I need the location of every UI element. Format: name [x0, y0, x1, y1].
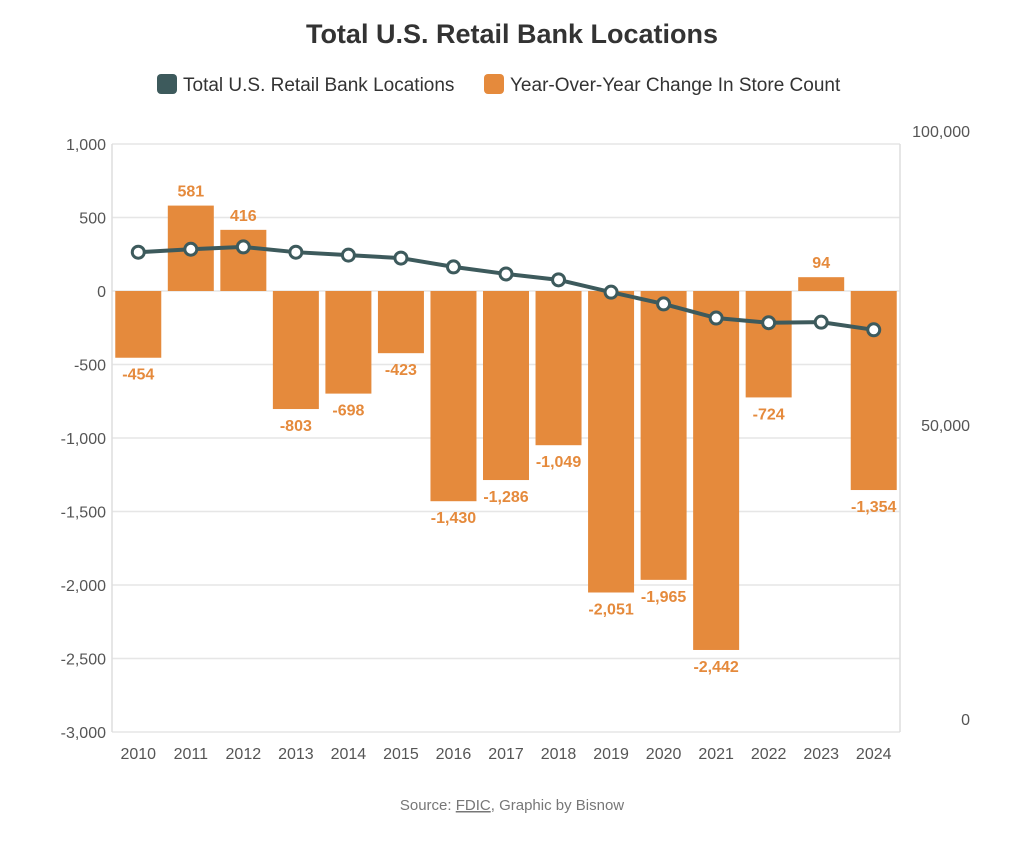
x-tick-label: 2017 — [488, 746, 524, 763]
x-tick-label: 2012 — [226, 746, 262, 763]
x-tick-label: 2014 — [331, 746, 367, 763]
line-point-2012 — [235, 239, 251, 255]
line-point-2014 — [340, 247, 356, 263]
chart-title: Total U.S. Retail Bank Locations — [306, 19, 718, 49]
legend-swatch-bar — [484, 74, 504, 94]
data-label-2015: -423 — [385, 362, 417, 379]
legend: Total U.S. Retail Bank Locations Year-Ov… — [157, 74, 841, 96]
bar-2023 — [798, 277, 845, 291]
x-tick-label: 2016 — [436, 746, 472, 763]
source-suffix: , Graphic by Bisnow — [491, 797, 625, 814]
x-tick-label: 2022 — [751, 746, 787, 763]
data-label-2013: -803 — [280, 418, 312, 435]
x-tick-label: 2010 — [120, 746, 156, 763]
line-point-2021 — [708, 310, 724, 326]
x-tick-label: 2013 — [278, 746, 314, 763]
bar-2017 — [483, 291, 529, 481]
data-label-2020: -1,965 — [641, 589, 686, 606]
left-tick-label: -500 — [74, 358, 106, 375]
line-point-2017 — [498, 266, 514, 282]
line-point-2011 — [183, 241, 199, 257]
data-label-2024: -1,354 — [851, 499, 896, 516]
x-tick-label: 2024 — [856, 746, 892, 763]
data-label-2011: 581 — [177, 184, 204, 201]
left-tick-label: 500 — [79, 211, 106, 228]
right-tick-label: 0 — [961, 712, 970, 729]
right-tick-label: 50,000 — [921, 418, 970, 435]
bar-2018 — [535, 291, 582, 446]
bar-2022 — [745, 291, 792, 398]
bar-2015 — [377, 291, 424, 354]
line-point-2010 — [130, 244, 146, 260]
right-tick-label: 100,000 — [912, 124, 970, 141]
left-tick-label: -2,000 — [61, 578, 106, 595]
x-tick-label: 2019 — [593, 746, 629, 763]
bar-2020 — [640, 291, 687, 580]
left-tick-label: -1,500 — [61, 505, 106, 522]
left-tick-label: 1,000 — [66, 137, 106, 154]
left-tick-label: 0 — [97, 284, 106, 301]
bar-2021 — [693, 291, 740, 650]
data-label-2023: 94 — [812, 255, 830, 272]
data-label-2016: -1,430 — [431, 510, 476, 527]
data-label-2012: 416 — [230, 208, 257, 225]
line-point-2023 — [813, 314, 829, 330]
line-point-2024 — [866, 322, 882, 338]
x-tick-label: 2023 — [803, 746, 839, 763]
bar-2010 — [115, 291, 162, 358]
line-point-2013 — [288, 244, 304, 260]
data-label-2022: -724 — [753, 406, 785, 423]
bar-2013 — [272, 291, 319, 410]
line-point-2018 — [551, 272, 567, 288]
left-tick-label: -1,000 — [61, 431, 106, 448]
bar-2019 — [588, 291, 635, 593]
legend-label-line: Total U.S. Retail Bank Locations — [183, 75, 454, 96]
legend-swatch-line — [157, 74, 177, 94]
x-tick-label: 2011 — [174, 746, 209, 763]
x-tick-label: 2015 — [383, 746, 419, 763]
x-tick-label: 2020 — [646, 746, 682, 763]
bar-2012 — [220, 229, 267, 291]
x-tick-label: 2018 — [541, 746, 577, 763]
left-tick-label: -2,500 — [61, 652, 106, 669]
x-tick-label: 2021 — [698, 746, 734, 763]
source-note: Source: FDIC, Graphic by Bisnow — [400, 797, 624, 814]
legend-label-bar: Year-Over-Year Change In Store Count — [510, 75, 841, 96]
bar-2024 — [850, 291, 897, 491]
line-point-2019 — [603, 284, 619, 300]
bar-2016 — [430, 291, 477, 502]
data-label-2017: -1,286 — [483, 489, 528, 506]
line-point-2020 — [656, 296, 672, 312]
bar-2014 — [325, 291, 372, 394]
data-label-2019: -2,051 — [588, 601, 633, 618]
data-label-2010: -454 — [122, 367, 154, 384]
data-label-2014: -698 — [332, 403, 364, 420]
line-point-2022 — [761, 315, 777, 331]
data-label-2021: -2,442 — [693, 659, 738, 676]
left-tick-label: -3,000 — [61, 725, 106, 742]
source-link[interactable]: FDIC — [456, 797, 491, 814]
line-point-2015 — [393, 250, 409, 266]
line-point-2016 — [445, 259, 461, 275]
data-label-2018: -1,049 — [536, 454, 581, 471]
source-prefix: Source: — [400, 797, 456, 814]
